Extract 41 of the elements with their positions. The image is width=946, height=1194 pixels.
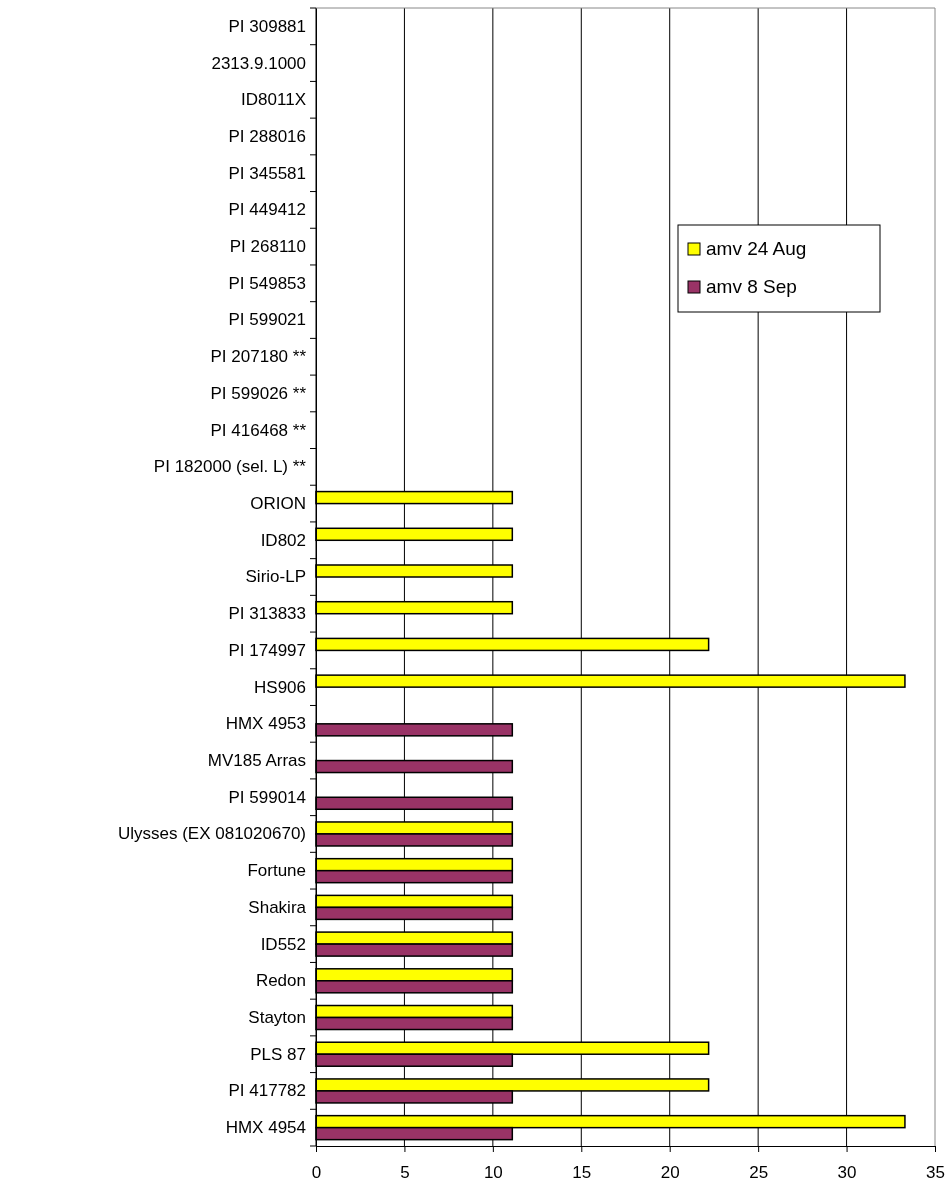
x-tick-label: 15	[572, 1163, 592, 1183]
y-tick-label: MV185 Arras	[207, 750, 306, 770]
x-tick-label: 5	[400, 1163, 410, 1183]
y-tick-label: Stayton	[248, 1007, 306, 1027]
y-tick-label: PI 417782	[228, 1081, 306, 1101]
y-tick-label: PI 449412	[228, 200, 306, 220]
y-tick-label: ID552	[260, 934, 306, 954]
y-tick-label: HMX 4953	[225, 714, 306, 734]
legend-label: amv 24 Aug	[706, 238, 807, 259]
x-tick-label: 20	[660, 1163, 680, 1183]
y-tick-label: PI 313833	[228, 604, 306, 624]
x-tick-label: 30	[837, 1163, 857, 1183]
y-tick-label: ID8011X	[241, 90, 306, 110]
y-tick-label: PI 207180 **	[210, 347, 307, 367]
y-tick-label: PI 309881	[228, 16, 306, 36]
y-tick-label: PLS 87	[250, 1044, 306, 1064]
x-tick-label: 35	[926, 1163, 945, 1183]
y-tick-label: Shakira	[248, 897, 307, 917]
y-tick-label: PI 599026 **	[210, 383, 307, 403]
y-tick-label: ID802	[260, 530, 306, 550]
y-tick-label: PI 345581	[228, 163, 306, 183]
y-tick-label: Ulysses (EX 081020670)	[117, 824, 306, 844]
y-tick-label: HMX 4954	[225, 1118, 306, 1138]
y-tick-label: Sirio-LP	[245, 567, 306, 587]
y-tick-label: PI 268110	[229, 237, 306, 257]
y-tick-label: PI 416468 **	[210, 420, 307, 440]
x-tick-label: 0	[311, 1163, 322, 1183]
y-tick-label: ORION	[250, 494, 306, 514]
y-tick-label: PI 288016	[228, 126, 306, 146]
y-tick-label: Fortune	[247, 861, 306, 881]
y-tick-label: 2313.9.1000	[211, 53, 306, 73]
legend-label: amv 8 Sep	[706, 276, 797, 297]
y-tick-label: PI 599021	[228, 310, 306, 330]
y-tick-label: PI 182000 (sel. L) **	[153, 457, 307, 477]
x-tick-label: 25	[749, 1163, 769, 1183]
y-tick-label: PI 174997	[228, 640, 306, 660]
y-tick-label: HS906	[254, 677, 306, 697]
y-tick-label: PI 549853	[228, 273, 306, 293]
y-tick-label: Redon	[255, 971, 306, 991]
x-tick-label: 10	[483, 1163, 503, 1183]
y-tick-label: PI 599014	[228, 787, 306, 807]
